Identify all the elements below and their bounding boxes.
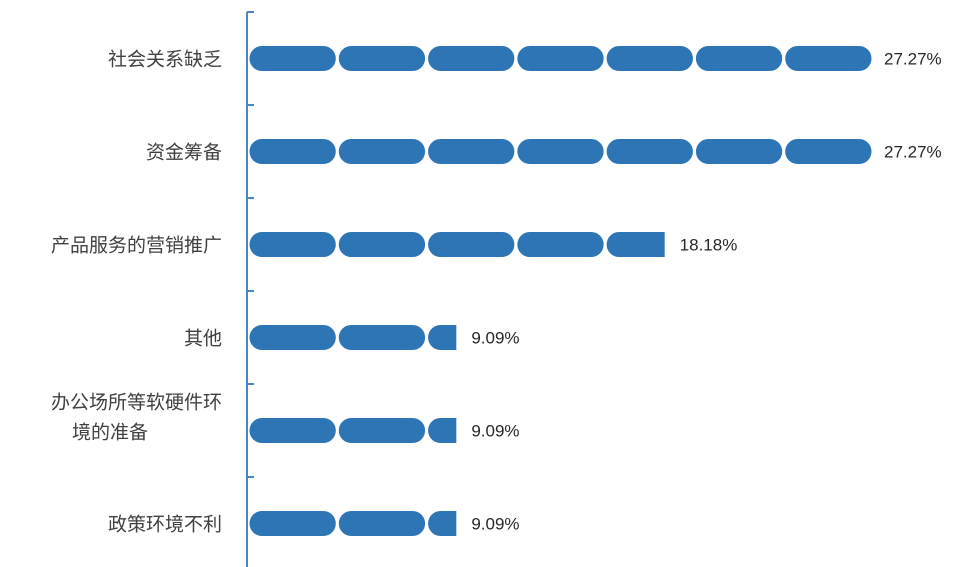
category-label: 境的准备 bbox=[72, 422, 148, 444]
bar-segment bbox=[517, 511, 604, 537]
bar-segment bbox=[337, 231, 427, 258]
bar-segment bbox=[427, 231, 516, 258]
bar-segment bbox=[605, 138, 694, 165]
plot-area: 27.27% 社会关系缺乏 27.27% 资金筹备 18.18% 产品服务的营销推广 9.0… bbox=[51, 11, 942, 567]
data-label: 9.09% bbox=[471, 422, 519, 441]
bar-segment bbox=[427, 510, 457, 537]
bar-segment bbox=[427, 417, 457, 444]
bar-segment bbox=[337, 510, 427, 537]
bar-segment bbox=[337, 324, 427, 351]
data-label: 9.09% bbox=[471, 515, 519, 534]
category-label: 政策环境不利 bbox=[108, 514, 222, 536]
category-label: 资金筹备 bbox=[146, 142, 222, 164]
bar-segment bbox=[517, 325, 604, 351]
data-label: 27.27% bbox=[884, 50, 942, 69]
bar-segment bbox=[248, 510, 337, 537]
bar-segment bbox=[337, 45, 427, 72]
bar-segment bbox=[784, 138, 873, 165]
bar-segment bbox=[427, 45, 516, 72]
bar-segment bbox=[516, 45, 605, 72]
bar-segment bbox=[694, 138, 784, 165]
bar bbox=[248, 138, 873, 165]
bar-segment bbox=[517, 418, 604, 444]
bar-segment bbox=[605, 45, 694, 72]
bar bbox=[248, 231, 665, 258]
bar-segment bbox=[248, 45, 337, 72]
bar-segment bbox=[694, 45, 784, 72]
bar bbox=[248, 417, 604, 444]
bar-segment bbox=[784, 45, 873, 72]
bar bbox=[248, 510, 604, 537]
bar-segment bbox=[248, 417, 337, 444]
category-label: 其他 bbox=[184, 328, 222, 350]
bar-segment bbox=[516, 138, 605, 165]
bar-segment bbox=[427, 138, 516, 165]
bar bbox=[248, 45, 873, 72]
bar-segment bbox=[248, 231, 337, 258]
bar-segment bbox=[248, 324, 337, 351]
data-label: 18.18% bbox=[680, 236, 738, 255]
category-label: 产品服务的营销推广 bbox=[51, 235, 222, 257]
category-label: 办公场所等软硬件环 bbox=[51, 392, 222, 414]
bar-segment bbox=[516, 231, 605, 258]
bar bbox=[248, 324, 604, 351]
bar-segment bbox=[248, 138, 337, 165]
bar-segment bbox=[337, 138, 427, 165]
data-label: 9.09% bbox=[471, 329, 519, 348]
bar-segment bbox=[427, 324, 457, 351]
bar-segment bbox=[605, 231, 665, 258]
bar-segment bbox=[337, 417, 427, 444]
data-label: 27.27% bbox=[884, 143, 942, 162]
category-label: 社会关系缺乏 bbox=[108, 49, 222, 71]
